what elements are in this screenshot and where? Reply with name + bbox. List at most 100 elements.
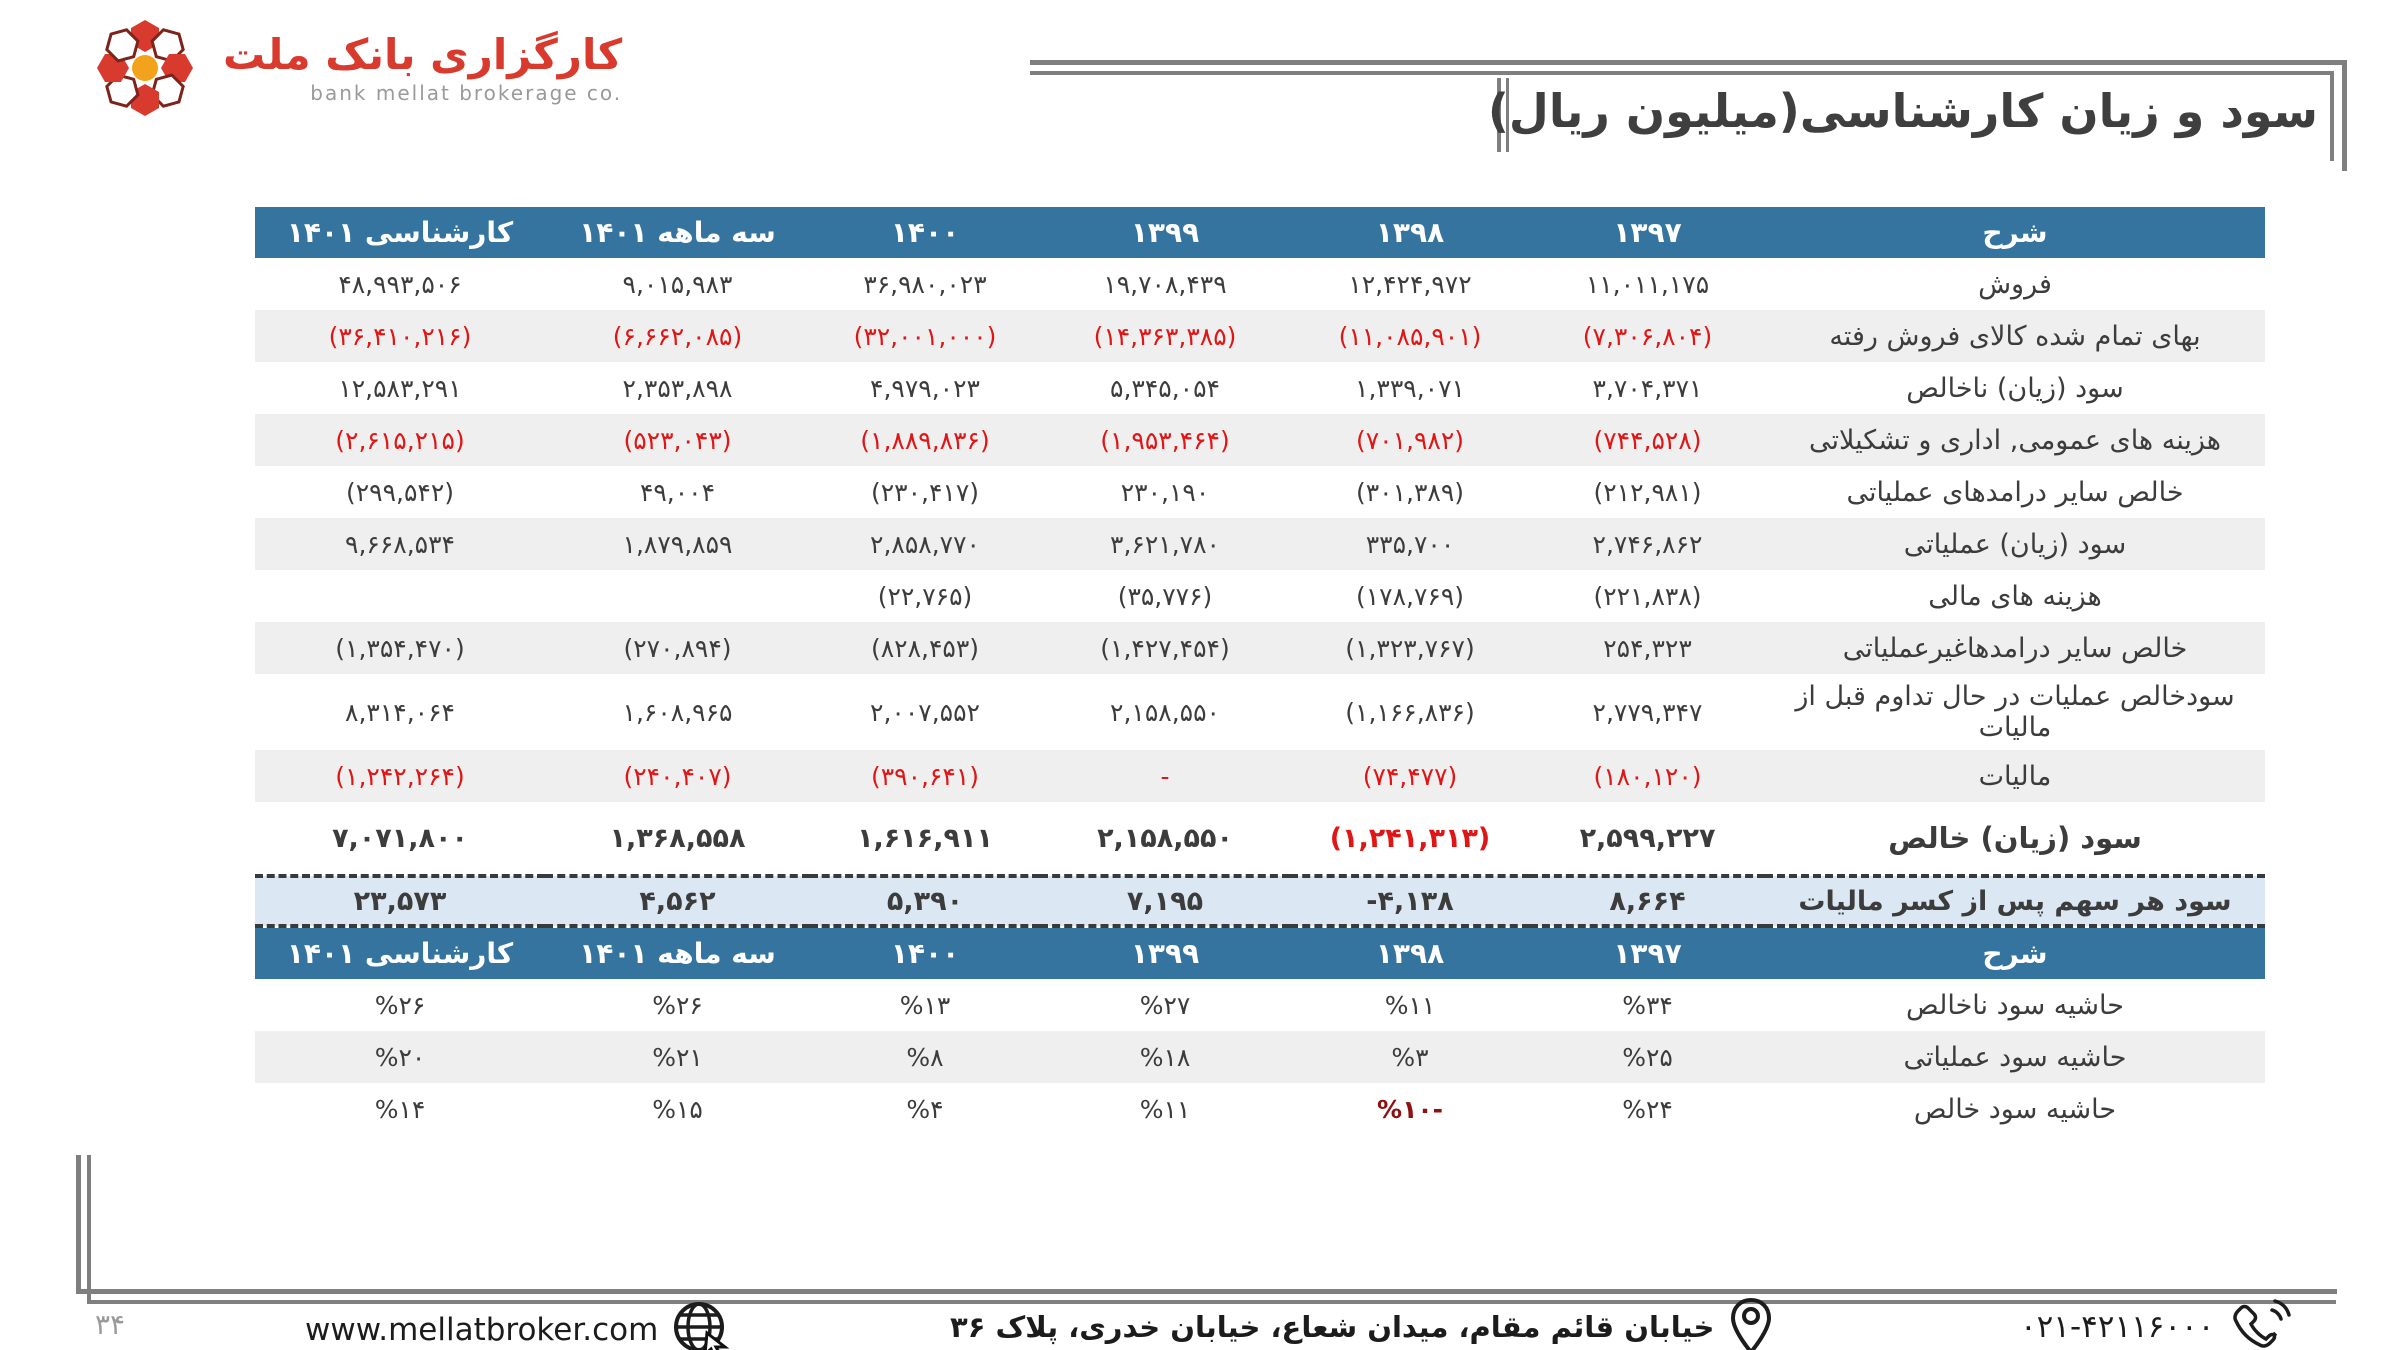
column-header: ۱۳۹۸ (1290, 207, 1530, 258)
value-cell (255, 570, 545, 622)
value-cell: (۶,۶۶۲,۰۸۵) (545, 310, 810, 362)
row-label: مالیات (1765, 750, 2265, 802)
value-cell: ۸,۳۱۴,۰۶۴ (255, 674, 545, 750)
website: www.mellatbroker.com (305, 1300, 730, 1350)
value-cell: ۲,۱۵۸,۵۵۰ (1040, 674, 1290, 750)
value-cell: (۳۹۰,۶۴۱) (810, 750, 1040, 802)
phone: ۰۲۱-۴۲۱۱۶۰۰۰ (2020, 1296, 2292, 1350)
value-cell: %۱۵ (545, 1083, 810, 1135)
value-cell: ۷,۱۹۵ (1040, 874, 1290, 928)
value-cell: ۲,۰۰۷,۵۵۲ (810, 674, 1040, 750)
column-header: شرح (1765, 207, 2265, 258)
value-cell: (۷۴,۴۷۷) (1290, 750, 1530, 802)
value-cell: %۱۱ (1290, 979, 1530, 1031)
table-row: سودخالص عملیات در حال تداوم قبل از مالیا… (255, 674, 2265, 750)
phone-number: ۰۲۱-۴۲۱۱۶۰۰۰ (2020, 1309, 2215, 1345)
mellat-logo-icon (85, 8, 205, 128)
table-row: حاشیه سود عملیاتی %۲۵ %۳ %۱۸ %۸ %۲۱ %۲۰ (255, 1031, 2265, 1083)
value-cell: ۱,۶۱۶,۹۱۱ (810, 802, 1040, 876)
value-cell: ۲,۱۵۸,۵۵۰ (1040, 802, 1290, 876)
column-header: ۱۴۰۰ (810, 928, 1040, 979)
value-cell: %۲۰ (255, 1031, 545, 1083)
value-cell: (۲۲۱,۸۳۸) (1530, 570, 1765, 622)
value-cell: %۱۳ (810, 979, 1040, 1031)
value-cell: ۲,۳۵۳,۸۹۸ (545, 362, 810, 414)
phone-icon (2230, 1296, 2292, 1350)
value-cell: %۲۴ (1530, 1083, 1765, 1135)
value-cell: ۲,۷۷۹,۳۴۷ (1530, 674, 1765, 750)
brand-logo: کارگزاری بانک ملت bank mellat brokerage … (85, 8, 622, 128)
table-row: مالیات (۱۸۰,۱۲۰) (۷۴,۴۷۷) - (۳۹۰,۶۴۱) (۲۴۰,۴۰… (255, 750, 2265, 802)
page-number: ۳۴ (95, 1308, 126, 1341)
location-pin-icon (1728, 1296, 1774, 1350)
column-header: ۱۳۹۷ (1530, 207, 1765, 258)
column-header: ۱۳۹۹ (1040, 207, 1290, 258)
value-cell: %۱۰- (1290, 1083, 1530, 1135)
value-cell: ۲,۵۹۹,۲۲۷ (1530, 802, 1765, 876)
value-cell: %۸ (810, 1031, 1040, 1083)
value-cell: %۲۵ (1530, 1031, 1765, 1083)
value-cell: (۷۰۱,۹۸۲) (1290, 414, 1530, 466)
value-cell: ۲,۷۴۶,۸۶۲ (1530, 518, 1765, 570)
value-cell: (۲۴۰,۴۰۷) (545, 750, 810, 802)
website-url: www.mellatbroker.com (305, 1312, 659, 1348)
table-row: سود (زیان) عملیاتی ۲,۷۴۶,۸۶۲ ۳۳۵,۷۰۰ ۳,۶۲۱,… (255, 518, 2265, 570)
brand-name-fa: کارگزاری بانک ملت (223, 29, 623, 79)
row-label: هزینه های عمومی, اداری و تشکیلاتی (1765, 414, 2265, 466)
value-cell: ۷,۰۷۱,۸۰۰ (255, 802, 545, 876)
table-row: هزینه های مالی (۲۲۱,۸۳۸) (۱۷۸,۷۶۹) (۳۵,۷۷۶)… (255, 570, 2265, 622)
value-cell: (۳۶,۴۱۰,۲۱۶) (255, 310, 545, 362)
title-tick-line (1506, 78, 1509, 152)
table-row: سود هر سهم پس از کسر مالیات ۸,۶۶۴ -۴,۱۳۸ ۷,… (255, 874, 2265, 928)
value-cell: (۱,۳۵۴,۴۷۰) (255, 622, 545, 674)
row-label: سود هر سهم پس از کسر مالیات (1765, 874, 2265, 928)
top-right-frame-outer (1030, 60, 2347, 171)
value-cell: ۹,۰۱۵,۹۸۳ (545, 258, 810, 310)
value-cell: (۳۲,۰۰۱,۰۰۰) (810, 310, 1040, 362)
value-cell: (۷,۳۰۶,۸۰۴) (1530, 310, 1765, 362)
column-header: سه ماهه ۱۴۰۱ (545, 207, 810, 258)
value-cell: ۲۵۴,۳۲۳ (1530, 622, 1765, 674)
top-right-frame-inner (1030, 71, 2334, 161)
row-label: حاشیه سود ناخالص (1765, 979, 2265, 1031)
value-cell: ۵,۳۹۰ (810, 874, 1040, 928)
title-tick-line (1497, 78, 1501, 152)
value-cell: (۱,۴۲۷,۴۵۴) (1040, 622, 1290, 674)
value-cell: ۴,۵۶۲ (545, 874, 810, 928)
row-label: خالص سایر درامدهاغیرعملیاتی (1765, 622, 2265, 674)
tables-area: شرح ۱۳۹۷ ۱۳۹۸ ۱۳۹۹ ۱۴۰۰ سه ماهه ۱۴۰۱ کارشناسی … (255, 207, 2265, 1135)
bottom-left-frame-outer (76, 1155, 2337, 1294)
table-row: بهای تمام شده کالای فروش رفته (۷,۳۰۶,۸۰۴)… (255, 310, 2265, 362)
table-row: هزینه های عمومی, اداری و تشکیلاتی (۷۴۴,۵۲… (255, 414, 2265, 466)
margin-table: شرح ۱۳۹۷ ۱۳۹۸ ۱۳۹۹ ۱۴۰۰ سه ماهه ۱۴۰۱ کارشناسی … (255, 928, 2265, 1135)
value-cell: ۹,۶۶۸,۵۳۴ (255, 518, 545, 570)
header-row: شرح ۱۳۹۷ ۱۳۹۸ ۱۳۹۹ ۱۴۰۰ سه ماهه ۱۴۰۱ کارشناسی … (255, 928, 2265, 979)
column-header: سه ماهه ۱۴۰۱ (545, 928, 810, 979)
column-header: کارشناسی ۱۴۰۱ (255, 207, 545, 258)
income-statement-table: شرح ۱۳۹۷ ۱۳۹۸ ۱۳۹۹ ۱۴۰۰ سه ماهه ۱۴۰۱ کارشناسی … (255, 207, 2265, 928)
value-cell (545, 570, 810, 622)
value-cell: - (1040, 750, 1290, 802)
value-cell: %۳۴ (1530, 979, 1765, 1031)
value-cell: ۱۲,۴۲۴,۹۷۲ (1290, 258, 1530, 310)
value-cell: ۳,۶۲۱,۷۸۰ (1040, 518, 1290, 570)
value-cell: %۲۶ (545, 979, 810, 1031)
value-cell: (۱۷۸,۷۶۹) (1290, 570, 1530, 622)
row-label: حاشیه سود عملیاتی (1765, 1031, 2265, 1083)
address: خیابان قائم مقام، میدان شعاع، خیابان خدر… (950, 1296, 1774, 1350)
row-label: خالص سایر درامدهای عملیاتی (1765, 466, 2265, 518)
brand-name-en: bank mellat brokerage co. (310, 81, 623, 106)
value-cell: %۱۱ (1040, 1083, 1290, 1135)
value-cell: ۱,۳۶۸,۵۵۸ (545, 802, 810, 876)
table-row: خالص سایر درامدهای عملیاتی (۲۱۲,۹۸۱) (۳۰۱,… (255, 466, 2265, 518)
address-text: خیابان قائم مقام، میدان شعاع، خیابان خدر… (950, 1310, 1715, 1344)
value-cell: %۲۶ (255, 979, 545, 1031)
header-row: شرح ۱۳۹۷ ۱۳۹۸ ۱۳۹۹ ۱۴۰۰ سه ماهه ۱۴۰۱ کارشناسی … (255, 207, 2265, 258)
value-cell: (۱,۱۶۶,۸۳۶) (1290, 674, 1530, 750)
value-cell: (۱,۲۴۱,۳۱۳) (1290, 802, 1530, 876)
value-cell: %۳ (1290, 1031, 1530, 1083)
table-row: سود (زیان) ناخالص ۳,۷۰۴,۳۷۱ ۱,۳۳۹,۰۷۱ ۵,۳۴۵… (255, 362, 2265, 414)
value-cell: %۲۱ (545, 1031, 810, 1083)
value-cell: (۲۳۰,۴۱۷) (810, 466, 1040, 518)
